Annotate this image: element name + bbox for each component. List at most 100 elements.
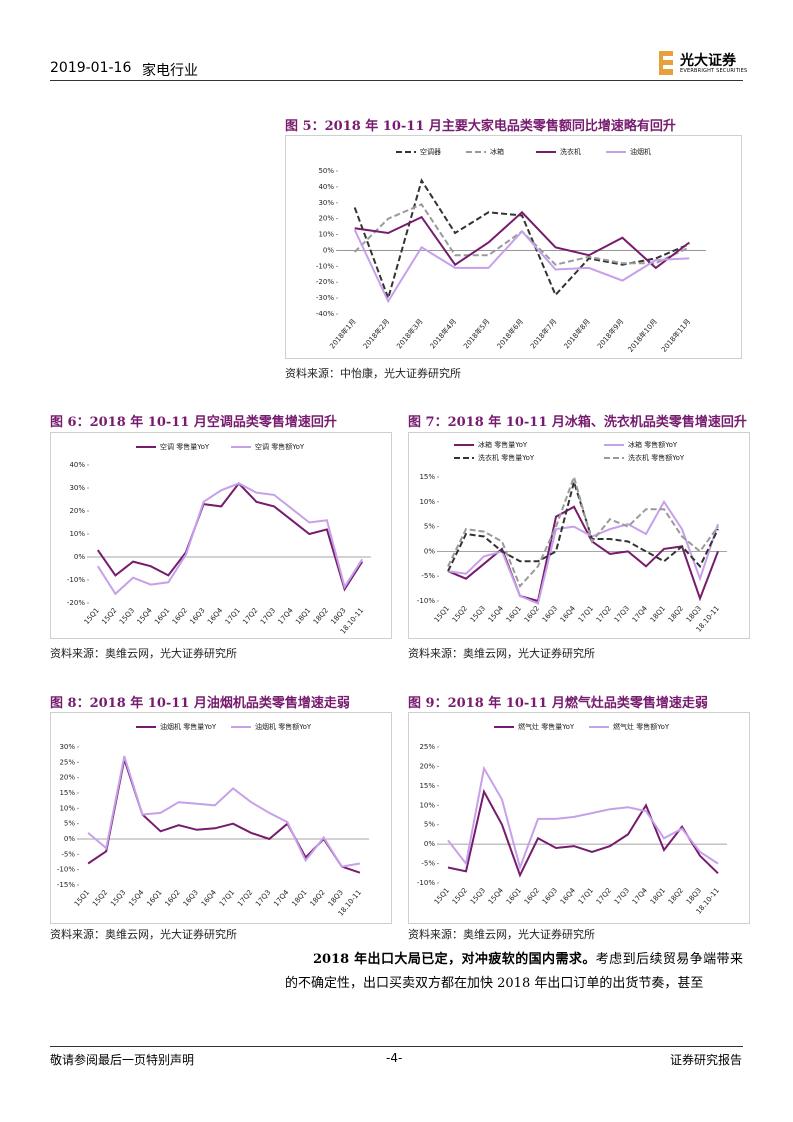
footer-page: -4- xyxy=(386,1051,403,1065)
x-tick-label: 2018年4月 xyxy=(428,317,458,351)
x-tick-label: 17Q4 xyxy=(272,888,291,908)
legend-label: 燃气灶 零售量YoY xyxy=(518,722,575,731)
x-tick-label: 18Q1 xyxy=(290,888,308,908)
paragraph: 2018 年出口大局已定，对冲疲软的国内需求。考虑到后续贸易争端带来的不确定性，… xyxy=(285,948,743,996)
figure-source: 资料来源：奥维云网，光大证券研究所 xyxy=(50,647,237,660)
x-tick-label: 2018年11月 xyxy=(659,317,692,354)
x-tick-label: 17Q1 xyxy=(577,886,595,906)
y-tick-label: -15% xyxy=(57,881,75,889)
x-tick-label: 16Q3 xyxy=(182,888,200,908)
y-tick-label: 0% xyxy=(424,547,435,555)
x-tick-label: 16Q4 xyxy=(559,604,578,624)
y-tick-label: 15% xyxy=(419,473,435,481)
y-tick-label: 30% xyxy=(69,484,85,492)
y-tick-label: 10% xyxy=(318,231,334,239)
series-line xyxy=(96,482,364,596)
x-tick-label: 15Q1 xyxy=(433,886,451,906)
x-tick-label: 15Q2 xyxy=(91,888,109,908)
x-tick-label: 17Q4 xyxy=(276,606,295,626)
x-tick-label: 17Q2 xyxy=(595,604,613,624)
x-tick-label: 18Q1 xyxy=(649,886,667,906)
legend-label: 洗衣机 xyxy=(560,147,581,156)
figure-source: 资料来源：奥维云网，光大证券研究所 xyxy=(408,928,595,941)
x-tick-label: 16Q1 xyxy=(505,886,523,906)
x-tick-label: 16Q4 xyxy=(200,888,219,908)
y-tick-label: -20% xyxy=(67,599,85,607)
y-tick-label: -5% xyxy=(421,572,435,580)
y-tick-label: 0% xyxy=(323,246,334,254)
x-tick-label: 2018年3月 xyxy=(394,317,424,351)
series-line xyxy=(447,499,719,605)
x-tick-label: 18Q2 xyxy=(308,888,326,908)
y-tick-label: 10% xyxy=(59,804,75,812)
x-tick-label: 17Q1 xyxy=(577,604,595,624)
y-tick-label: 50% xyxy=(318,167,334,175)
legend-label: 空调器 xyxy=(420,147,441,156)
legend-label: 冰箱 零售额YoY xyxy=(628,440,678,449)
y-tick-label: 15% xyxy=(59,789,75,797)
x-tick-label: 15Q2 xyxy=(100,606,118,626)
logo-en: EVERBRIGHT SECURITIES xyxy=(680,68,748,74)
x-tick-label: 16Q3 xyxy=(541,886,559,906)
y-tick-label: -5% xyxy=(421,860,435,868)
x-tick-label: 18Q2 xyxy=(312,606,330,626)
legend-label: 空调 零售额YoY xyxy=(255,442,305,451)
x-tick-label: 2018年1月 xyxy=(328,317,358,351)
x-tick-label: 16Q2 xyxy=(523,604,541,624)
logo-text: 光大证券 xyxy=(680,53,736,69)
x-tick-label: 17Q3 xyxy=(613,604,631,624)
chart: -10%-5%0%5%10%15%20%25%15Q1 15Q2 15Q3 15Q4 1… xyxy=(408,712,750,924)
chart: -10%-5%0%5%10%15%15Q1 15Q2 15Q3 15Q4 16Q1 16Q… xyxy=(408,432,750,639)
y-tick-label: -10% xyxy=(57,866,75,874)
y-tick-label: -5% xyxy=(61,850,75,858)
x-tick-label: 2018年2月 xyxy=(361,317,391,351)
series-line xyxy=(447,478,719,572)
series-line xyxy=(354,210,690,270)
figure-source: 资料来源：奥维云网，光大证券研究所 xyxy=(50,928,237,941)
y-tick-label: 20% xyxy=(419,762,435,770)
x-tick-label: 2018年8月 xyxy=(562,317,592,351)
x-tick-label: 15Q1 xyxy=(83,606,101,626)
x-tick-label: 16Q3 xyxy=(188,606,206,626)
legend-label: 油烟机 xyxy=(630,147,651,156)
legend-label: 洗衣机 零售额YoY xyxy=(628,453,685,462)
x-tick-label: 2018年5月 xyxy=(461,317,491,351)
x-tick-label: 15Q4 xyxy=(127,888,146,908)
legend-label: 空调 零售量YoY xyxy=(160,442,210,451)
x-tick-label: 15Q3 xyxy=(118,606,136,626)
legend-label: 油烟机 零售量YoY xyxy=(160,722,217,731)
legend-label: 洗衣机 零售量YoY xyxy=(478,453,535,462)
y-tick-label: 10% xyxy=(69,530,85,538)
x-tick-label: 17Q1 xyxy=(218,888,236,908)
x-tick-label: 17Q2 xyxy=(241,606,259,626)
chart: -15%-10%-5%0%5%10%15%20%25%30%15Q1 15Q2 15… xyxy=(50,712,392,924)
y-tick-label: -20% xyxy=(316,278,334,286)
chart: -40% -30% -20% -10% 0% 10% 20% 30% 40% 50% 2018年1月… xyxy=(285,135,742,359)
y-tick-label: 30% xyxy=(59,743,75,751)
y-tick-label: 5% xyxy=(64,820,75,828)
y-tick-label: 30% xyxy=(318,199,334,207)
header-date: 2019-01-16 xyxy=(50,60,132,76)
series-line xyxy=(447,473,719,588)
header-industry: 家电行业 xyxy=(142,63,198,79)
chart: -20%-10%0%10%20%30%40%15Q1 15Q2 15Q3 15Q4 16… xyxy=(50,432,392,639)
paragraph-lead: 2018 年出口大局已定，对冲疲软的国内需求。 xyxy=(313,952,596,967)
x-tick-label: 16Q4 xyxy=(559,886,578,906)
y-tick-label: -10% xyxy=(67,576,85,584)
figure-title: 图 5：2018 年 10-11 月主要大家电品类零售额同比增速略有回升 xyxy=(285,119,676,134)
figure-title: 图 8：2018 年 10-11 月油烟机品类零售增速走弱 xyxy=(50,696,350,711)
footer-left: 敬请参阅最后一页特别声明 xyxy=(50,1053,195,1067)
footer-right: 证券研究报告 xyxy=(670,1053,743,1067)
x-tick-label: 15Q1 xyxy=(433,604,451,624)
y-tick-label: 25% xyxy=(59,758,75,766)
x-tick-label: 16Q1 xyxy=(153,606,171,626)
y-tick-label: 20% xyxy=(69,507,85,515)
x-tick-label: 16Q1 xyxy=(505,604,523,624)
y-tick-label: 15% xyxy=(419,782,435,790)
x-tick-label: 15Q3 xyxy=(109,888,127,908)
paragraph-text: 考虑到后续贸易争端带来的不确定性，出口买卖双方都在加快 2018 年出口订单的出… xyxy=(285,952,743,991)
x-tick-label: 18Q1 xyxy=(294,606,312,626)
x-tick-label: 2018年9月 xyxy=(595,317,625,351)
x-tick-label: 17Q2 xyxy=(595,886,613,906)
y-tick-label: -30% xyxy=(316,294,334,302)
